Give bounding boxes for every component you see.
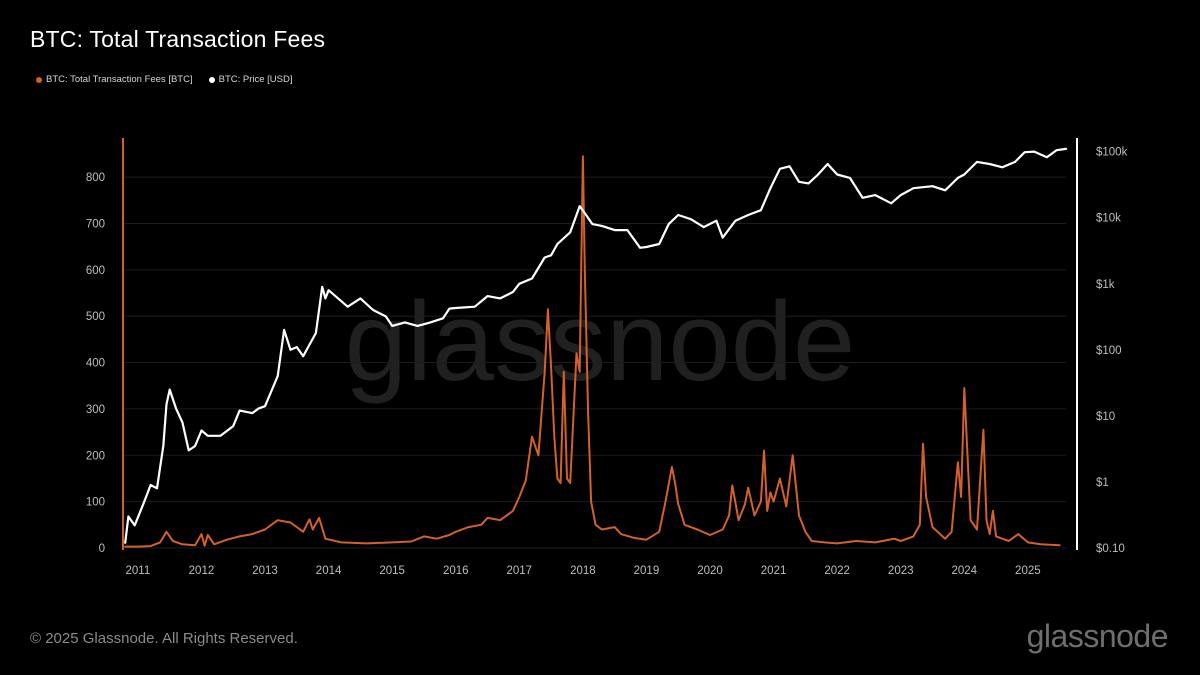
- chart-title: BTC: Total Transaction Fees: [30, 26, 326, 52]
- x-tick-label: 2015: [379, 565, 405, 577]
- y-right-tick-label: $1: [1096, 477, 1109, 489]
- y-right-tick-label: $0.10: [1096, 543, 1125, 555]
- y-left-tick-label: 200: [86, 450, 105, 462]
- legend: BTC: Total Transaction Fees [BTC] BTC: P…: [36, 74, 293, 85]
- y-right-tick-label: $10: [1096, 411, 1115, 423]
- series-line-fees: [124, 155, 1061, 548]
- y-right-tick-label: $100k: [1096, 147, 1128, 159]
- y-left-tick-label: 800: [86, 172, 105, 184]
- series-line-price: [124, 147, 1068, 544]
- watermark: glassnode: [345, 279, 856, 404]
- axes: 0 100 200 300 400 500 600 700 800 $0.10 $1 $10 $100 $…: [86, 138, 1128, 577]
- legend-swatch-fees: [36, 76, 42, 83]
- y-right-tick-label: $100: [1096, 345, 1122, 357]
- gridlines: [122, 176, 1066, 549]
- copyright-footer: © 2025 Glassnode. All Rights Reserved.: [30, 630, 298, 647]
- y-left-tick-label: 400: [86, 358, 105, 370]
- x-tick-label: 2023: [888, 565, 914, 577]
- legend-label-fees: BTC: Total Transaction Fees [BTC]: [46, 74, 193, 85]
- x-tick-label: 2022: [824, 565, 850, 577]
- brand-logo: glassnode: [1026, 618, 1169, 654]
- x-tick-label: 2012: [189, 565, 215, 577]
- y-right-tick-label: $10k: [1096, 213, 1121, 225]
- y-right-tick-label: $1k: [1096, 279, 1115, 291]
- y-left-tick-label: 300: [86, 404, 105, 416]
- series-layer: [124, 147, 1068, 548]
- legend-item-fees[interactable]: BTC: Total Transaction Fees [BTC]: [36, 74, 193, 85]
- x-tick-label: 2013: [252, 565, 278, 577]
- x-tick-label: 2024: [951, 565, 977, 577]
- x-tick-label: 2014: [316, 565, 342, 577]
- y-left-tick-label: 600: [86, 265, 105, 277]
- x-tick-label: 2020: [697, 565, 723, 577]
- legend-label-price: BTC: Price [USD]: [218, 74, 293, 85]
- y-left-tick-label: 0: [99, 543, 105, 555]
- legend-swatch-price: [208, 76, 215, 83]
- y-left-tick-label: 700: [86, 218, 105, 230]
- x-tick-label: 2011: [126, 565, 151, 577]
- x-tick-label: 2017: [507, 565, 533, 577]
- x-tick-label: 2021: [761, 565, 787, 577]
- y-left-tick-label: 100: [86, 497, 105, 509]
- x-tick-label: 2019: [634, 565, 660, 577]
- x-tick-label: 2016: [443, 565, 469, 577]
- x-tick-label: 2018: [570, 565, 596, 577]
- legend-item-price[interactable]: BTC: Price [USD]: [208, 74, 293, 85]
- y-left-tick-label: 500: [86, 311, 105, 323]
- x-tick-label: 2025: [1015, 565, 1041, 577]
